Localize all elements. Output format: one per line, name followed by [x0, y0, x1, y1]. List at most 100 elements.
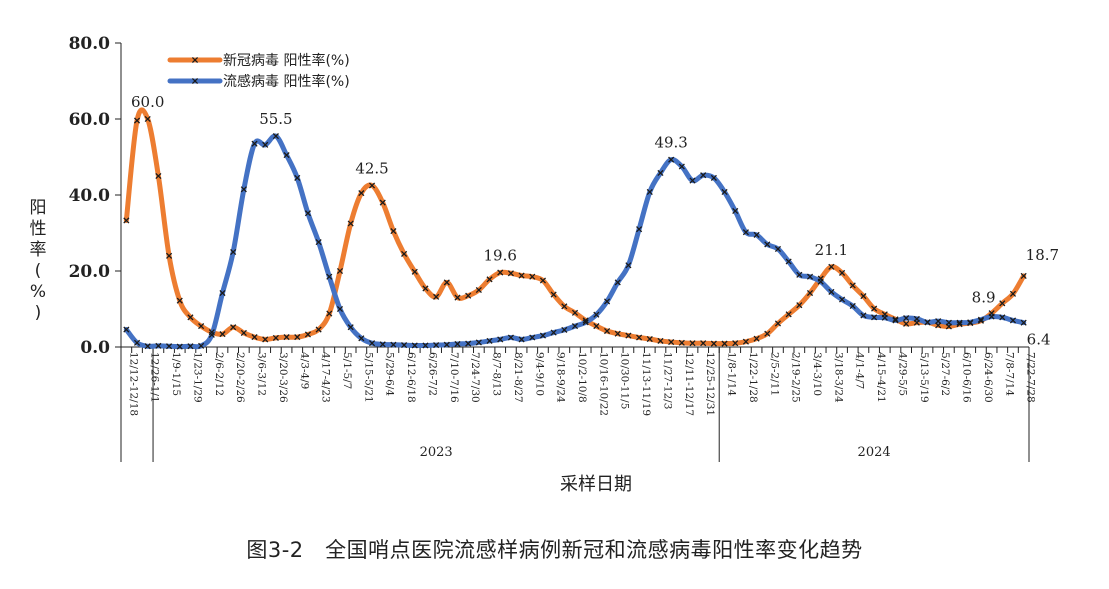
- x-tick-label: 10/30-11/5: [619, 352, 631, 409]
- flu-point: [999, 314, 1006, 321]
- x-tick-label: 8/21-8/27: [512, 352, 524, 403]
- flu-point: [486, 337, 493, 344]
- covid-point: [732, 340, 739, 347]
- flu-point: [806, 273, 814, 280]
- flu-point: [967, 319, 974, 326]
- data-labels: 60.0 55.5 42.5 19.6 49.3 21.1 8.9 18.7 6.4: [131, 93, 1059, 349]
- flu-point: [593, 311, 600, 318]
- x-tick-label: 9/4-9/10: [533, 352, 545, 396]
- flu-point: [689, 177, 696, 184]
- x-tick-label: 4/3-4/9: [298, 352, 310, 389]
- flu-point: [817, 278, 824, 285]
- data-label: 18.7: [1026, 246, 1059, 264]
- flu-point: [603, 298, 611, 305]
- x-tick-label: 2/19-2/25: [790, 352, 802, 403]
- covid-point: [358, 190, 365, 197]
- covid-point: [956, 321, 963, 328]
- x-tick-label: 1/22-1/28: [747, 352, 759, 403]
- flu-point: [849, 302, 856, 310]
- covid-point: [155, 172, 162, 180]
- covid-point: [283, 334, 290, 341]
- flu-point: [924, 319, 931, 326]
- flu-point: [262, 141, 269, 148]
- flu-point: [539, 332, 547, 339]
- flu-point: [443, 341, 450, 348]
- x-tick-label: 3/6-3/12: [256, 352, 268, 396]
- x-tick-label: 1/23-1/29: [191, 352, 203, 403]
- x-tick-label: 2/6-2/12: [213, 352, 225, 396]
- covid-point: [828, 263, 835, 270]
- x-tick-label: 8/7-8/13: [491, 352, 503, 396]
- covid-point: [443, 279, 450, 286]
- flu-point: [422, 342, 429, 349]
- legend-item-covid[interactable]: 新冠病毒 阳性率(%): [167, 52, 350, 69]
- covid-point: [401, 250, 408, 257]
- flu-point: [208, 331, 215, 338]
- covid-point: [539, 277, 547, 284]
- covid-point: [144, 115, 151, 123]
- y-tick-label: 20.0: [69, 262, 111, 282]
- covid-point: [230, 324, 237, 331]
- x-tick-label: 2/5-2/11: [768, 352, 780, 396]
- flu-point: [272, 133, 279, 140]
- flu-point: [283, 152, 290, 159]
- covid-point: [764, 330, 771, 337]
- covid-point: [315, 326, 322, 333]
- flu-point: [710, 174, 717, 181]
- covid-point: [625, 332, 632, 339]
- x-tick-label: 11/13-11/19: [640, 352, 652, 416]
- x-tick-label: 2/20-2/26: [234, 352, 246, 403]
- x-tick-label: 5/27-6/2: [939, 352, 951, 396]
- flu-point: [721, 188, 728, 196]
- x-tick-label: 5/15-5/21: [362, 352, 374, 403]
- y-tick-label: 60.0: [69, 110, 111, 130]
- covid-point: [326, 310, 333, 317]
- covid-point: [454, 294, 461, 301]
- flu-point: [1009, 317, 1017, 324]
- flu-point: [390, 341, 397, 348]
- flu-point: [764, 241, 771, 248]
- flu-point: [187, 343, 194, 350]
- flu-point: [230, 248, 237, 256]
- flu-point: [518, 336, 525, 343]
- covid-point: [379, 199, 386, 206]
- flu-point: [358, 335, 365, 342]
- covid-point: [1020, 272, 1027, 279]
- flu-point: [657, 169, 664, 177]
- covid-point: [219, 331, 226, 338]
- flu-point: [347, 324, 354, 331]
- flu-point: [881, 314, 888, 321]
- flu-point: [155, 342, 162, 349]
- covid-point: [614, 330, 621, 337]
- x-tick-label: 6/24-6/30: [982, 352, 994, 403]
- x-tick-label: 9/18-9/24: [555, 352, 567, 403]
- y-axis-label: (: [35, 261, 42, 281]
- flu-point: [507, 334, 514, 341]
- legend[interactable]: 新冠病毒 阳性率(%) 流感病毒 阳性率(%): [167, 52, 350, 90]
- covid-point: [678, 339, 685, 346]
- flu-point: [529, 334, 536, 341]
- x-tick-label: 11/27-12/3: [661, 352, 673, 409]
- covid-point: [422, 285, 429, 292]
- covid-point: [272, 334, 279, 341]
- covid-point: [603, 327, 611, 335]
- covid-point: [977, 317, 984, 324]
- flu-point: [828, 288, 835, 295]
- covid-point: [411, 268, 418, 275]
- covid-point: [561, 303, 568, 310]
- covid-point: [518, 272, 525, 279]
- series-lines: [123, 107, 1027, 350]
- covid-point: [433, 293, 440, 300]
- covid-point: [657, 337, 664, 344]
- year-label: 2023: [420, 445, 453, 460]
- legend-item-flu[interactable]: 流感病毒 阳性率(%): [167, 73, 350, 90]
- x-tick-label: 4/29-5/5: [896, 352, 908, 396]
- flu-point: [475, 339, 482, 346]
- x-tick-label: 12/11-12/17: [683, 352, 695, 416]
- y-axis-label: 阳: [30, 198, 47, 218]
- flu-point: [700, 172, 707, 179]
- covid-point: [497, 269, 504, 276]
- covid-point: [646, 335, 653, 343]
- x-tick-label: 1/9-1/15: [170, 352, 182, 396]
- covid-point: [529, 273, 536, 280]
